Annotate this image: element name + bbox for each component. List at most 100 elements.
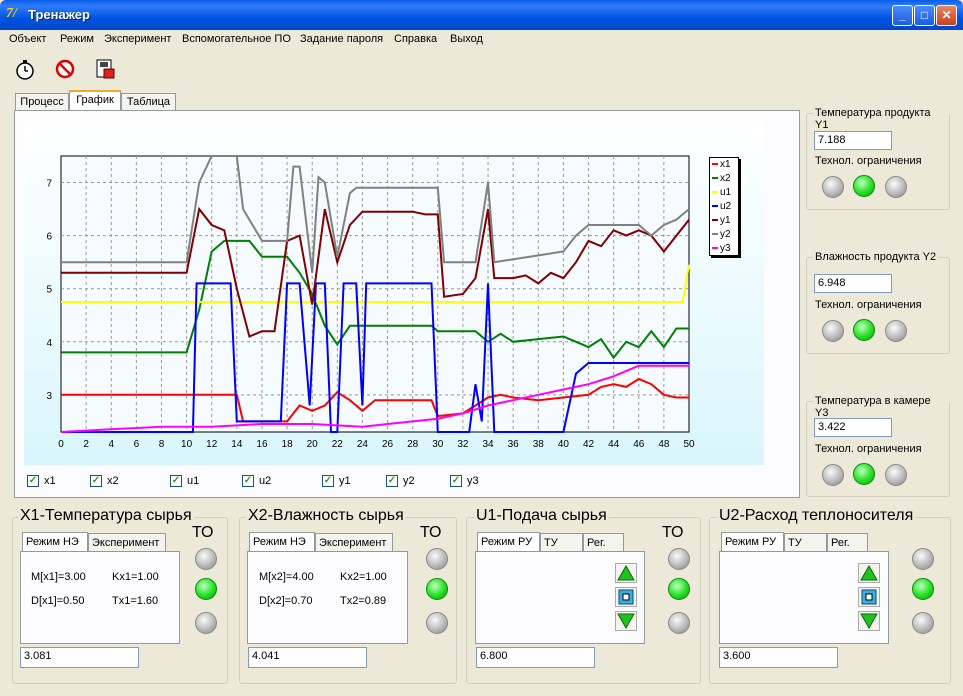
legend-item-y2: y2 bbox=[712, 228, 731, 241]
tab-table[interactable]: Таблица bbox=[121, 93, 176, 111]
x-tick-label: 10 bbox=[181, 439, 193, 450]
tab-reg[interactable]: Рег. bbox=[583, 533, 624, 552]
x1-group-title: X1-Температура сырья bbox=[18, 507, 194, 525]
x1-value-field[interactable]: 3.081 bbox=[20, 647, 139, 668]
checkbox-x2[interactable]: ✓ x2 bbox=[90, 475, 119, 488]
stop-icon bbox=[55, 59, 75, 79]
arrow-up-icon bbox=[617, 564, 635, 581]
group-product-humidity-y2: Влажность продукта Y2 bbox=[806, 251, 950, 354]
u1-decrease-button[interactable] bbox=[615, 611, 637, 631]
x-tick-label: 34 bbox=[482, 439, 494, 450]
indicator-lamp bbox=[885, 320, 907, 342]
x2-to-label: ТО bbox=[420, 524, 442, 541]
x-tick-label: 48 bbox=[658, 439, 670, 450]
u1-to-label: ТО bbox=[662, 524, 684, 541]
close-button[interactable]: ✕ bbox=[936, 5, 957, 26]
x-tick-label: 42 bbox=[583, 439, 595, 450]
u1-group-title: U1-Подача сырья bbox=[474, 507, 609, 525]
u2-decrease-button[interactable] bbox=[858, 611, 880, 631]
arrow-down-icon bbox=[617, 613, 635, 630]
indicator-lamp bbox=[195, 612, 217, 634]
tab-tu[interactable]: ТУ bbox=[784, 533, 827, 552]
u1-value-field[interactable]: 6.800 bbox=[476, 647, 595, 668]
x-tick-label: 38 bbox=[533, 439, 545, 450]
stopwatch-button[interactable] bbox=[12, 56, 38, 82]
x-tick-label: 26 bbox=[382, 439, 394, 450]
tab-experiment[interactable]: Эксперимент bbox=[315, 533, 393, 552]
x-tick-label: 4 bbox=[108, 439, 114, 450]
app-icon: 7/ bbox=[6, 6, 17, 21]
tab-tu[interactable]: ТУ bbox=[540, 533, 583, 552]
x2-time-constant: Tx2=0.89 bbox=[340, 595, 387, 607]
tab-reg[interactable]: Рег. bbox=[827, 533, 868, 552]
tab-process[interactable]: Процесс bbox=[15, 93, 69, 111]
u2-group-title: U2-Расход теплоносителя bbox=[717, 507, 916, 525]
tab-mode-ne[interactable]: Режим НЭ bbox=[249, 532, 315, 551]
u1-increase-button[interactable] bbox=[615, 563, 637, 583]
indicator-lamp bbox=[912, 612, 934, 634]
x-tick-label: 6 bbox=[134, 439, 140, 450]
checkbox-u2[interactable]: ✓ u2 bbox=[242, 475, 272, 488]
indicator-lamp-green bbox=[853, 175, 875, 197]
x2-value-field[interactable]: 4.041 bbox=[248, 647, 367, 668]
menu-bar: Объект Режим Эксперимент Вспомогательное… bbox=[0, 30, 963, 50]
tab-mode-ru[interactable]: Режим РУ bbox=[721, 532, 784, 551]
group-title: Температура в камере Y3 bbox=[813, 395, 949, 419]
y1-value-field[interactable]: 7.188 bbox=[814, 131, 892, 150]
indicator-lamp bbox=[426, 612, 448, 634]
x-tick-label: 30 bbox=[432, 439, 444, 450]
menu-mode[interactable]: Режим bbox=[60, 33, 94, 45]
y-tick-label: 7 bbox=[46, 179, 52, 190]
y3-value-field[interactable]: 3.422 bbox=[814, 418, 892, 437]
indicator-lamp bbox=[885, 176, 907, 198]
group-product-temperature-y1: Температура продукта Y1 bbox=[806, 107, 950, 210]
u2-stop-button[interactable] bbox=[858, 587, 880, 607]
minimize-button[interactable]: _ bbox=[892, 5, 913, 26]
checkbox-y3[interactable]: ✓ y3 bbox=[450, 475, 479, 488]
x1-to-label: ТО bbox=[192, 524, 214, 541]
indicator-lamp-green bbox=[668, 578, 690, 600]
indicator-lamp bbox=[912, 548, 934, 570]
tab-chart[interactable]: График bbox=[69, 90, 121, 111]
legend-item-y3: y3 bbox=[712, 242, 731, 255]
menu-experiment[interactable]: Эксперимент bbox=[104, 33, 172, 45]
indicator-lamp bbox=[822, 464, 844, 486]
menu-exit[interactable]: Выход bbox=[450, 33, 483, 45]
tab-mode-ne[interactable]: Режим НЭ bbox=[22, 532, 88, 551]
series-line-x1 bbox=[61, 377, 689, 423]
y2-value-field[interactable]: 6.948 bbox=[814, 274, 892, 293]
indicator-lamp bbox=[426, 548, 448, 570]
menu-object[interactable]: Объект bbox=[9, 33, 47, 45]
stop-button[interactable] bbox=[52, 56, 78, 82]
indicator-lamp-green bbox=[853, 319, 875, 341]
x-tick-label: 8 bbox=[159, 439, 165, 450]
tab-mode-ru[interactable]: Режим РУ bbox=[477, 532, 540, 551]
x2-gain: Kx2=1.00 bbox=[340, 571, 387, 583]
checkbox-y1[interactable]: ✓ y1 bbox=[322, 475, 351, 488]
tab-experiment[interactable]: Эксперимент bbox=[88, 533, 166, 552]
u2-value-field[interactable]: 3.600 bbox=[719, 647, 838, 668]
menu-aux-software[interactable]: Вспомогательное ПО bbox=[182, 33, 291, 45]
series-line-u2 bbox=[61, 282, 689, 433]
checkbox-u1[interactable]: ✓ u1 bbox=[170, 475, 200, 488]
arrow-down-icon bbox=[860, 613, 878, 630]
save-data-button[interactable] bbox=[92, 56, 118, 82]
checkbox-x1[interactable]: ✓ x1 bbox=[27, 475, 56, 488]
checkbox-y2[interactable]: ✓ y2 bbox=[386, 475, 415, 488]
group-title: Влажность продукта Y2 bbox=[813, 251, 939, 263]
x-tick-label: 18 bbox=[282, 439, 294, 450]
indicator-lamp-green bbox=[426, 578, 448, 600]
series-line-y1 bbox=[61, 206, 690, 338]
u2-increase-button[interactable] bbox=[858, 563, 880, 583]
maximize-button[interactable]: □ bbox=[914, 5, 935, 26]
x-tick-label: 50 bbox=[683, 439, 695, 450]
legend-item-x2: x2 bbox=[712, 172, 731, 185]
u1-stop-button[interactable] bbox=[615, 587, 637, 607]
menu-help[interactable]: Справка bbox=[394, 33, 438, 45]
y-tick-label: 5 bbox=[46, 285, 52, 296]
x1-mean: M[x1]=3.00 bbox=[31, 571, 86, 583]
series-line-y3 bbox=[60, 364, 689, 433]
menu-password[interactable]: Задание пароля bbox=[300, 33, 384, 45]
indicator-lamp-green bbox=[195, 578, 217, 600]
